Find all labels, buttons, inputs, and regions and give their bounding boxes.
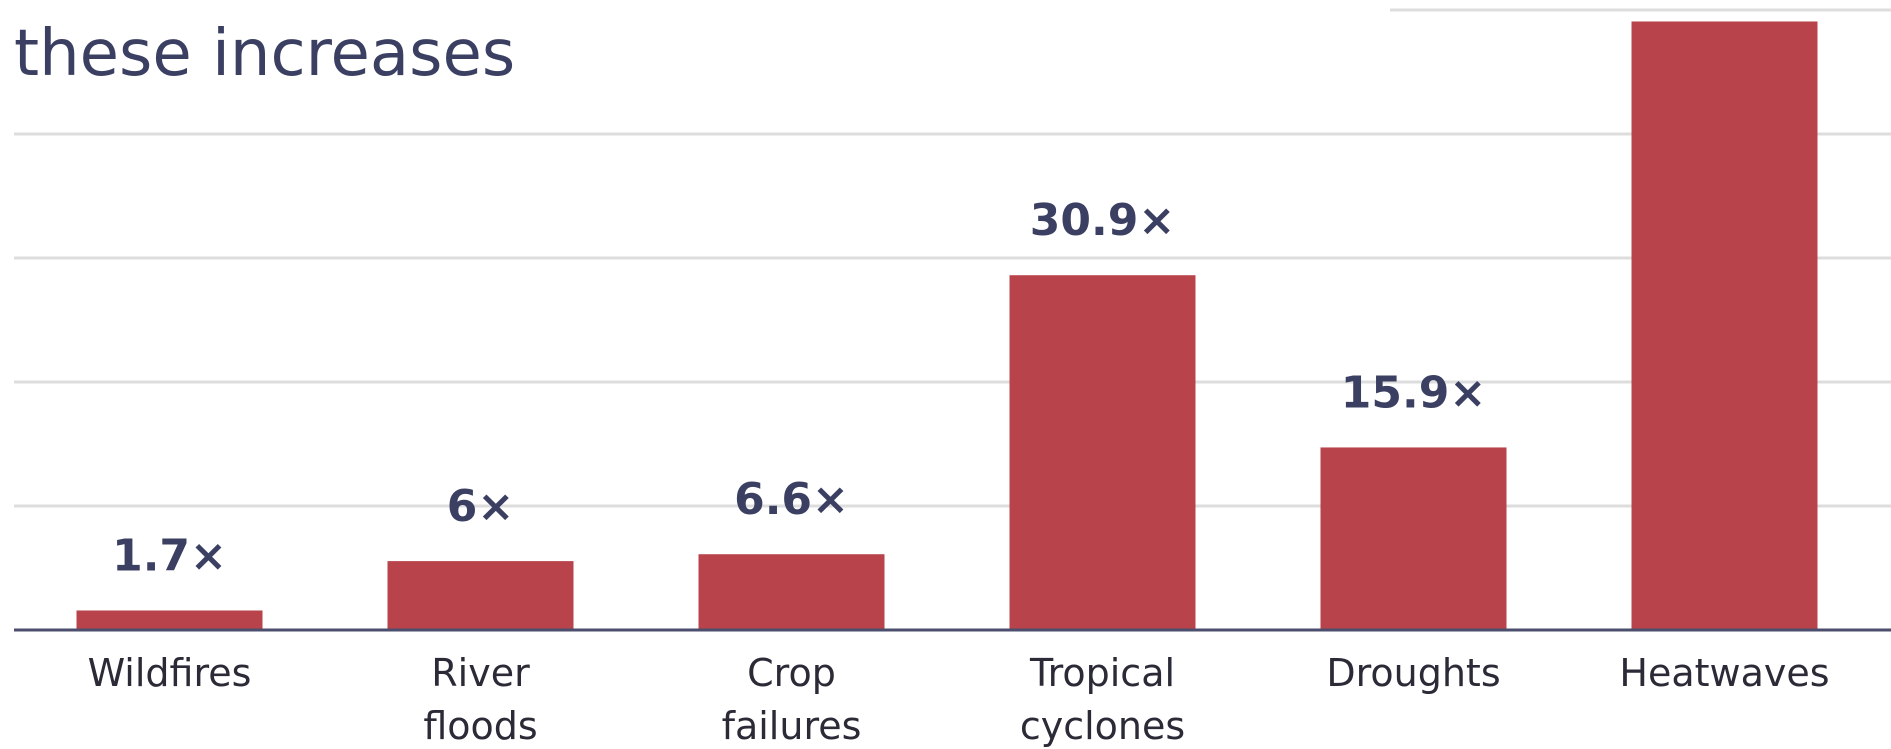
bar — [1320, 447, 1507, 630]
bar — [698, 554, 885, 630]
bar — [1009, 275, 1196, 630]
x-tick-label: River floods — [423, 651, 537, 748]
data-label: 1.7× — [112, 530, 227, 581]
bar — [76, 610, 263, 630]
data-label: 6× — [447, 481, 514, 532]
bar — [1631, 21, 1818, 630]
data-label: 15.9× — [1341, 367, 1486, 418]
data-label: 6.6× — [734, 474, 849, 525]
category-labels: Wildfires River floods Crop failures Tropical… — [88, 651, 1830, 748]
x-tick-label: Tropical cyclones — [1020, 651, 1185, 748]
data-label: 30.9× — [1030, 195, 1175, 246]
x-tick-label: Droughts — [1326, 651, 1500, 695]
x-tick-label: Heatwaves — [1619, 651, 1829, 695]
bar — [387, 561, 574, 630]
bars — [76, 21, 1818, 630]
chart-subtitle: these increases — [14, 17, 516, 91]
gridlines — [14, 8, 1891, 508]
value-labels: 1.7× 6× 6.6× 30.9× 15.9× — [112, 195, 1486, 581]
x-tick-label: Wildfires — [88, 651, 252, 695]
x-tick-label: Crop failures — [722, 651, 862, 748]
